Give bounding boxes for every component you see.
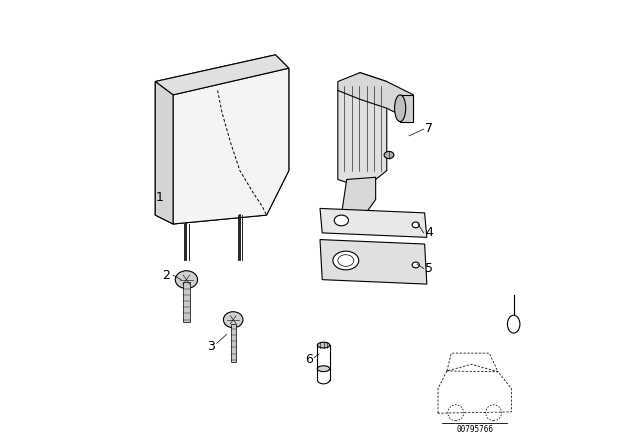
Text: 6: 6 xyxy=(305,353,313,366)
Polygon shape xyxy=(320,208,427,237)
Text: 2: 2 xyxy=(163,269,170,282)
Ellipse shape xyxy=(412,222,419,228)
Ellipse shape xyxy=(339,224,347,230)
Polygon shape xyxy=(320,240,427,284)
Ellipse shape xyxy=(317,342,330,348)
Bar xyxy=(183,282,189,322)
Polygon shape xyxy=(338,73,387,188)
Ellipse shape xyxy=(334,215,349,226)
Polygon shape xyxy=(156,55,289,224)
Polygon shape xyxy=(173,68,289,224)
Polygon shape xyxy=(340,177,376,231)
Text: 3: 3 xyxy=(207,340,215,353)
Text: 5: 5 xyxy=(425,262,433,275)
Text: 1: 1 xyxy=(156,191,164,204)
Ellipse shape xyxy=(400,96,413,121)
Ellipse shape xyxy=(395,95,406,121)
Polygon shape xyxy=(338,73,413,121)
Polygon shape xyxy=(400,95,413,121)
Text: 4: 4 xyxy=(425,226,433,239)
Ellipse shape xyxy=(317,366,330,371)
Bar xyxy=(230,324,236,362)
Ellipse shape xyxy=(333,251,359,270)
Ellipse shape xyxy=(175,271,198,289)
Text: 7: 7 xyxy=(425,122,433,135)
Text: 00795766: 00795766 xyxy=(456,425,493,434)
Polygon shape xyxy=(156,55,289,95)
Ellipse shape xyxy=(384,151,394,159)
Polygon shape xyxy=(156,82,173,224)
Ellipse shape xyxy=(223,312,243,328)
Ellipse shape xyxy=(412,262,419,268)
